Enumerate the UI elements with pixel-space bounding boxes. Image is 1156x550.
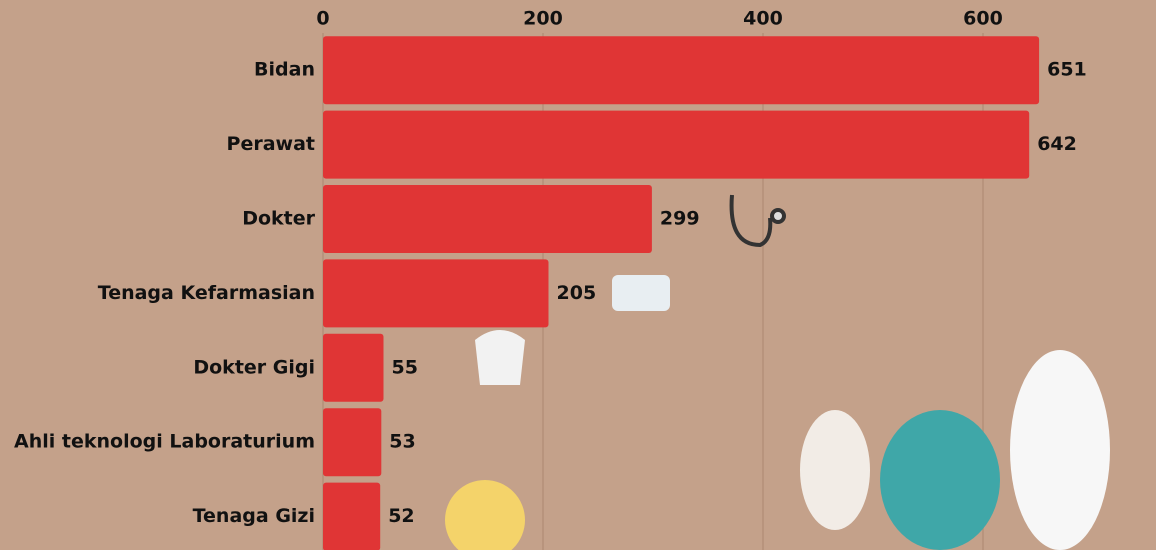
stethoscope-head bbox=[770, 208, 786, 224]
value-label: 642 bbox=[1037, 133, 1077, 155]
bar bbox=[323, 259, 549, 328]
bar bbox=[323, 36, 1040, 105]
value-label: 55 bbox=[392, 356, 418, 378]
bar bbox=[323, 333, 384, 402]
decoration bbox=[729, 194, 786, 248]
tooth bbox=[475, 330, 525, 385]
value-label: 299 bbox=[660, 208, 700, 230]
y-tick-label: Ahli teknologi Laboraturium bbox=[14, 431, 315, 453]
value-label: 52 bbox=[388, 505, 414, 527]
x-tick-label: 400 bbox=[743, 8, 783, 30]
person bbox=[800, 410, 870, 530]
basket bbox=[612, 275, 670, 311]
patient bbox=[880, 410, 1000, 550]
illustration bbox=[445, 275, 1110, 550]
bar bbox=[323, 408, 382, 477]
stethoscope bbox=[729, 194, 773, 248]
doctor bbox=[1010, 350, 1110, 550]
y-tick-label: Dokter bbox=[242, 208, 315, 230]
bar bbox=[323, 110, 1030, 179]
y-tick-label: Perawat bbox=[227, 133, 315, 155]
fruit-bowl bbox=[445, 480, 525, 550]
y-tick-label: Tenaga Kefarmasian bbox=[98, 282, 315, 304]
bar bbox=[323, 185, 652, 253]
y-tick-label: Tenaga Gizi bbox=[193, 505, 315, 527]
bar bbox=[323, 482, 381, 550]
x-tick-label: 600 bbox=[963, 8, 1003, 30]
value-label: 205 bbox=[557, 282, 597, 304]
x-tick-label: 0 bbox=[316, 8, 329, 30]
y-tick-label: Dokter Gigi bbox=[193, 356, 315, 378]
y-tick-label: Bidan bbox=[254, 59, 315, 81]
value-label: 53 bbox=[389, 431, 415, 453]
x-tick-label: 200 bbox=[523, 8, 563, 30]
value-label: 651 bbox=[1047, 59, 1087, 81]
